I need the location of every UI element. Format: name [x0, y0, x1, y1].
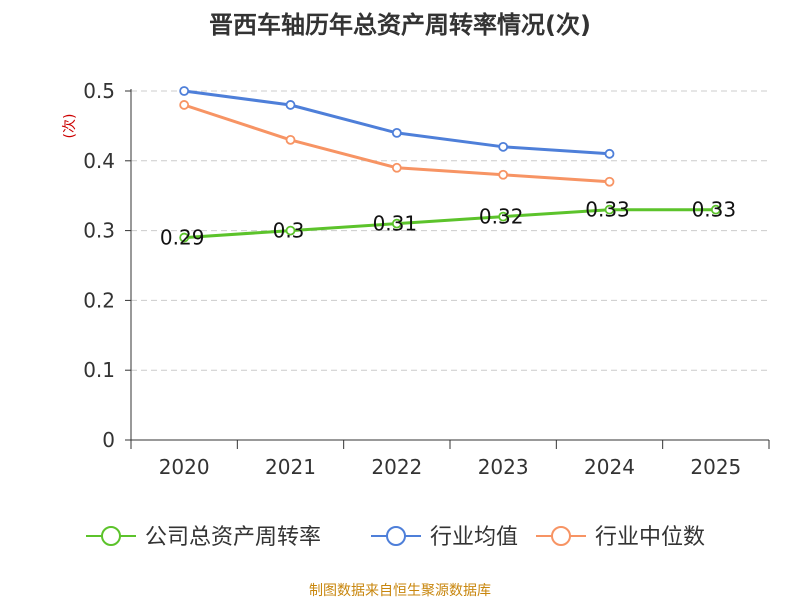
data-label-2024: 0.33: [585, 198, 630, 222]
point-1-2023: [498, 141, 509, 152]
legend-marker-1: [386, 526, 406, 546]
series-group: [179, 86, 721, 243]
y-tick-label-0: 0: [102, 428, 115, 452]
legend: 公司总资产周转率 行业均值 行业中位数: [86, 525, 705, 550]
x-tick-label-2025: 2025: [690, 455, 741, 479]
point-1-2021: [285, 100, 296, 110]
data-label-2025: 0.33: [692, 198, 737, 222]
x-tick-label-2024: 2024: [584, 455, 635, 479]
data-labels: 0.29 0.3 0.31 0.32 0.33 0.33: [160, 198, 736, 250]
y-tick-label-2: 0.2: [83, 288, 115, 312]
point-2-2022: [391, 162, 402, 173]
point-0-2023: [498, 211, 509, 222]
axes: 0 0.1 0.2 0.3 0.4 0.5 2020 2021 2022 2023 2024 2025: [83, 79, 770, 479]
source-note: 制图数据来自恒生聚源数据库: [309, 583, 491, 599]
data-label-2021: 0.3: [273, 219, 305, 243]
grid-lines: [131, 90, 769, 371]
y-tick-label-1: 0.1: [83, 358, 115, 382]
legend-label-0: 公司总资产周转率: [145, 525, 321, 550]
legend-marker-0: [101, 526, 121, 546]
data-label-2023: 0.32: [479, 205, 524, 229]
legend-marker-2: [551, 526, 571, 546]
point-0-2025: [710, 204, 721, 215]
point-1-2024: [604, 148, 615, 159]
data-label-2020: 0.29: [160, 226, 205, 250]
series-line-0: [184, 208, 716, 240]
legend-label-1: 行业均值: [430, 525, 518, 550]
x-tick-label-2023: 2023: [478, 455, 529, 479]
y-tick-label-5: 0.5: [83, 79, 115, 103]
series-line-1: [184, 89, 610, 156]
y-tick-label-4: 0.4: [83, 149, 115, 173]
point-0-2020: [179, 232, 190, 243]
x-tick-label-2020: 2020: [159, 455, 210, 479]
point-1-2022: [391, 127, 402, 138]
y-tick-label-3: 0.3: [83, 219, 115, 243]
point-2-2020: [179, 100, 190, 110]
point-2-2021: [285, 134, 296, 145]
x-tick-label-2022: 2022: [371, 455, 422, 479]
x-tick-label-2021: 2021: [265, 455, 316, 479]
chart-title: 晋西车轴历年总资产周转率情况(次): [209, 11, 591, 39]
point-2-2023: [498, 169, 509, 180]
point-0-2024: [604, 204, 615, 215]
legend-label-2: 行业中位数: [595, 525, 705, 550]
point-0-2021: [285, 225, 296, 236]
point-2-2024: [604, 176, 615, 187]
y-axis-label: (次): [62, 114, 78, 139]
point-1-2020: [179, 86, 190, 96]
data-label-2022: 0.31: [373, 212, 418, 236]
point-0-2022: [391, 218, 402, 229]
